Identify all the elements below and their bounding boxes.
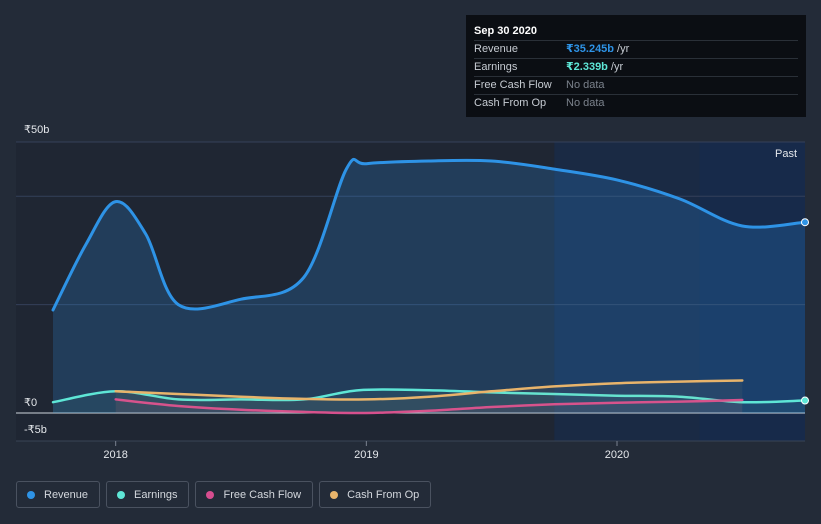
past-label: Past <box>775 148 797 160</box>
tooltip-row-label: Earnings <box>474 61 518 73</box>
legend-label: Free Cash Flow <box>223 488 302 501</box>
y-tick-label: -₹5b <box>24 424 47 436</box>
tooltip-row-unit: /yr <box>610 61 624 73</box>
legend-dot-icon <box>117 490 126 499</box>
tooltip-row-label: Revenue <box>474 43 519 55</box>
legend-label: Cash From Op <box>347 488 420 501</box>
legend-item-free-cash-flow[interactable]: Free Cash Flow <box>195 481 314 508</box>
tooltip-row-value: No data <box>566 79 605 91</box>
tooltip-row-label: Free Cash Flow <box>474 79 552 91</box>
legend-label: Earnings <box>134 488 178 501</box>
legend-item-cash-from-op[interactable]: Cash From Op <box>319 481 432 508</box>
free-cash-flow-line <box>114 398 744 415</box>
tooltip-row-value: No data <box>566 97 605 109</box>
tooltip-row: Revenue ₹35.245b/yr <box>474 40 798 58</box>
legend-dot-icon <box>206 490 215 499</box>
x-tick-label: 2019 <box>354 449 378 461</box>
legend-item-earnings[interactable]: Earnings <box>106 481 190 508</box>
legend-dot-icon <box>330 490 339 499</box>
legend-label: Revenue <box>44 488 89 501</box>
tooltip-row-label: Cash From Op <box>474 97 547 109</box>
revenue-area <box>53 159 805 413</box>
revenue-end-marker <box>801 218 809 227</box>
earnings-end-marker <box>801 396 809 405</box>
y-tick-label: ₹0 <box>24 397 37 409</box>
revenue-line <box>51 157 807 312</box>
earnings-area <box>53 389 805 413</box>
y-tick-label: ₹50b <box>24 124 49 136</box>
tooltip-panel: Sep 30 2020 Revenue ₹35.245b/yr Earnings ₹2… <box>466 15 806 117</box>
legend-dot-icon <box>27 490 35 499</box>
earnings-line <box>51 388 807 404</box>
x-tick-label: 2020 <box>605 449 629 461</box>
x-tick-label: 2018 <box>103 449 127 461</box>
legend-item-revenue[interactable]: Revenue <box>16 481 101 508</box>
tooltip-row: Earnings ₹2.339b/yr <box>474 58 798 76</box>
tooltip-row: Cash From Op No data <box>474 94 798 112</box>
tooltip-row: Free Cash Flow No data <box>474 76 798 94</box>
cash-from-op-line <box>114 379 744 401</box>
legend: Revenue Earnings Free Cash Flow Cash From O… <box>16 481 432 508</box>
free-cash-flow-area <box>115 399 743 414</box>
tooltip-row-value: ₹35.245b <box>566 43 615 55</box>
highlight-region <box>699 142 805 441</box>
tooltip-row-unit: /yr <box>617 43 630 55</box>
tooltip-row-value: ₹2.339b <box>566 61 608 73</box>
tooltip-date: Sep 30 2020 <box>474 25 537 37</box>
